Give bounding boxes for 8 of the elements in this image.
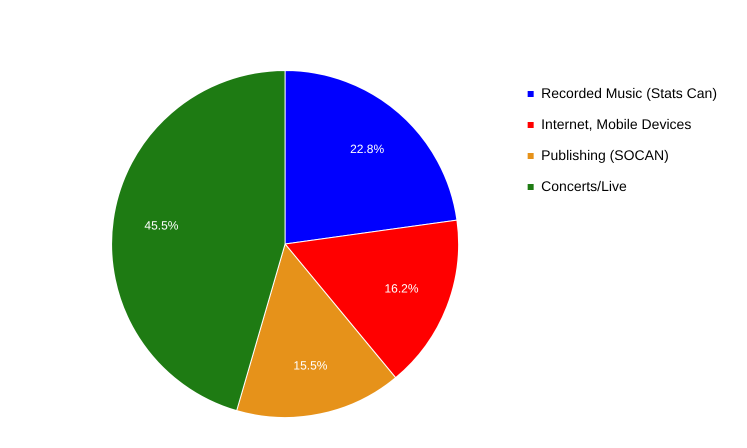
data-label: 45.5% <box>144 218 179 233</box>
legend-label: Recorded Music (Stats Can) <box>541 84 718 101</box>
legend-label: Publishing (SOCAN) <box>541 146 669 163</box>
legend-label: Internet, Mobile Devices <box>541 116 692 132</box>
data-label: 16.2% <box>384 282 419 296</box>
data-label: 22.8% <box>350 142 384 156</box>
legend-label: Concerts/Live <box>541 178 627 194</box>
data-label: 15.5% <box>293 358 328 373</box>
